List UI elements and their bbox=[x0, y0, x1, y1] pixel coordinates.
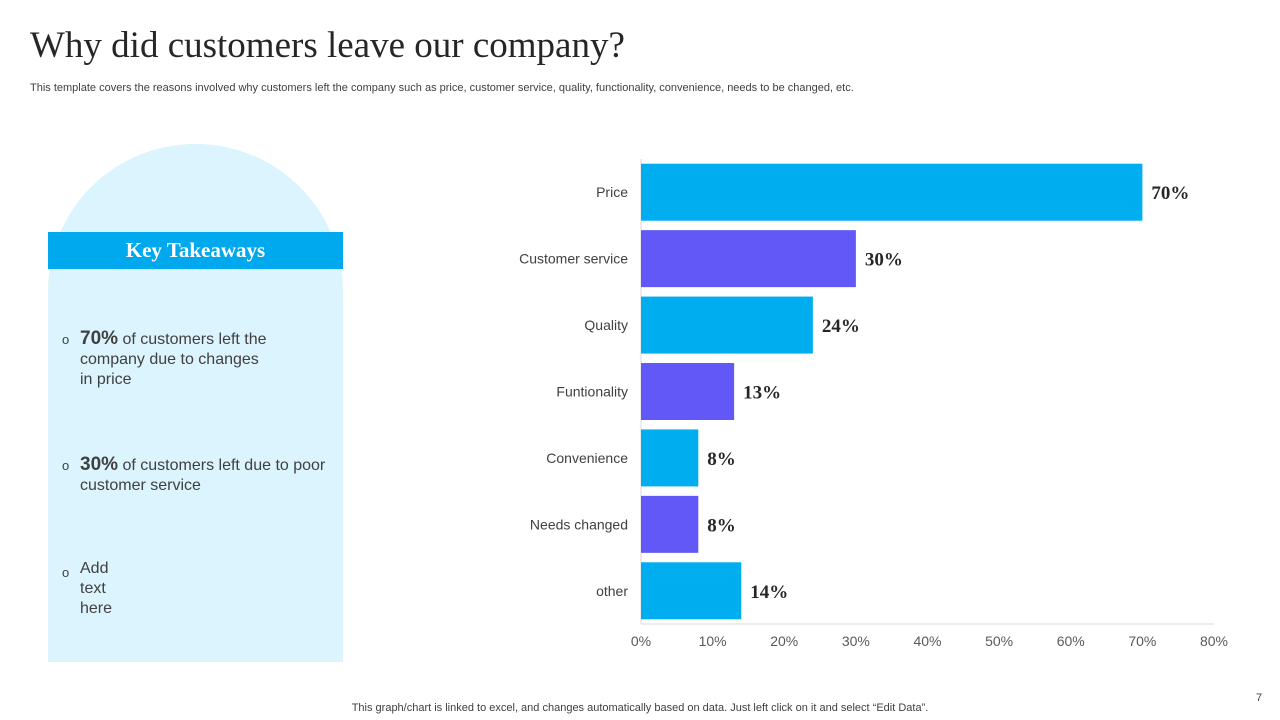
page-title: Why did customers leave our company? bbox=[30, 25, 625, 66]
bar-7 bbox=[641, 562, 742, 620]
bar-5 bbox=[641, 429, 699, 487]
x-tick-label: 50% bbox=[985, 633, 1013, 649]
footnote: This graph/chart is linked to excel, and… bbox=[351, 702, 929, 714]
category-label-7: other bbox=[596, 583, 628, 599]
value-label-1: 70% bbox=[1151, 183, 1189, 204]
page-number: 7 bbox=[1256, 692, 1263, 704]
bar-2 bbox=[641, 230, 856, 288]
bullet-icon: o bbox=[62, 565, 70, 580]
takeaway-text-1: of customers left the company due to cha… bbox=[80, 331, 267, 388]
takeaway-item-1: o 70% of customers left the company due … bbox=[62, 329, 332, 390]
category-label-5: Convenience bbox=[546, 450, 628, 466]
value-label-6: 8% bbox=[707, 515, 736, 536]
x-tick-label: 0% bbox=[631, 633, 651, 649]
bar-1 bbox=[641, 163, 1143, 221]
x-tick-label: 20% bbox=[770, 633, 798, 649]
takeaway-item-2: o 30% of customers left due to poor cust… bbox=[62, 455, 332, 496]
value-label-4: 13% bbox=[743, 383, 781, 404]
takeaways-panel bbox=[48, 144, 343, 662]
category-label-4: Funtionality bbox=[556, 384, 628, 400]
bullet-icon: o bbox=[62, 458, 70, 473]
takeaway-item-3[interactable]: o Add text here bbox=[62, 559, 332, 619]
takeaway-value-1: 70% bbox=[80, 328, 119, 349]
value-label-3: 24% bbox=[822, 316, 860, 337]
category-label-3: Quality bbox=[584, 317, 628, 333]
value-label-7: 14% bbox=[750, 582, 788, 603]
x-tick-label: 60% bbox=[1057, 633, 1085, 649]
page-subtitle: This template covers the reasons involve… bbox=[30, 82, 854, 94]
bullet-icon: o bbox=[62, 332, 70, 347]
takeaway-value-2: 30% bbox=[80, 454, 119, 475]
x-tick-label: 30% bbox=[842, 633, 870, 649]
category-label-2: Customer service bbox=[519, 251, 628, 267]
bar-6 bbox=[641, 495, 699, 553]
category-label-1: Price bbox=[596, 184, 628, 200]
value-label-5: 8% bbox=[707, 449, 736, 470]
bar-3 bbox=[641, 296, 813, 354]
value-label-2: 30% bbox=[865, 250, 903, 271]
x-tick-label: 70% bbox=[1128, 633, 1156, 649]
takeaways-heading: Key Takeaways bbox=[48, 232, 343, 269]
x-tick-label: 80% bbox=[1200, 633, 1228, 649]
bar-4 bbox=[641, 363, 735, 420]
takeaway-text-3[interactable]: Add text here bbox=[80, 560, 113, 617]
category-label-6: Needs changed bbox=[530, 516, 628, 532]
takeaway-text-2: of customers left due to poor customer s… bbox=[80, 457, 326, 494]
x-tick-label: 10% bbox=[699, 633, 727, 649]
x-tick-label: 40% bbox=[913, 633, 941, 649]
